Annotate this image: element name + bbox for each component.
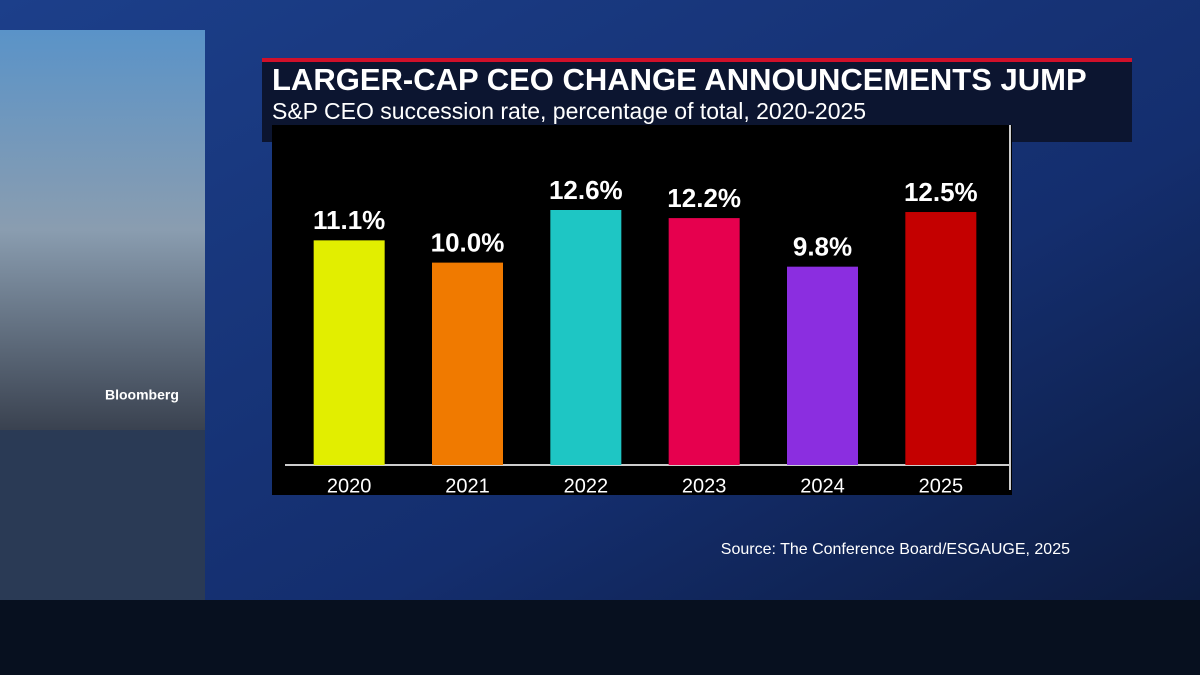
plot-panel [272, 125, 1012, 495]
x-tick-label: 2021 [445, 475, 490, 497]
title-rule [262, 58, 1132, 62]
bar [668, 218, 740, 465]
floor [0, 600, 1200, 675]
bar [313, 240, 385, 465]
bar [905, 212, 977, 465]
value-label: 9.8% [793, 232, 852, 262]
x-tick-label: 2022 [564, 475, 609, 497]
chart-subtitle: S&P CEO succession rate, percentage of t… [272, 98, 866, 124]
x-tick-label: 2020 [327, 475, 372, 497]
bar [432, 262, 503, 465]
chart-title: LARGER-CAP CEO CHANGE ANNOUNCEMENTS JUMP [272, 62, 1087, 97]
value-label: 12.2% [667, 183, 741, 213]
source-note: Source: The Conference Board/ESGAUGE, 20… [721, 541, 1070, 558]
side-screen [0, 30, 205, 430]
side-screen-lower [0, 430, 205, 610]
bar [787, 266, 858, 465]
value-label: 10.0% [431, 227, 505, 257]
x-tick-label: 2025 [919, 475, 964, 497]
value-label: 12.6% [549, 175, 623, 205]
value-label: 12.5% [904, 177, 978, 207]
value-label: 11.1% [313, 205, 385, 235]
watermark: Bloomberg [105, 387, 179, 403]
x-tick-label: 2023 [682, 475, 727, 497]
x-tick-label: 2024 [800, 475, 845, 497]
bar [550, 210, 622, 465]
